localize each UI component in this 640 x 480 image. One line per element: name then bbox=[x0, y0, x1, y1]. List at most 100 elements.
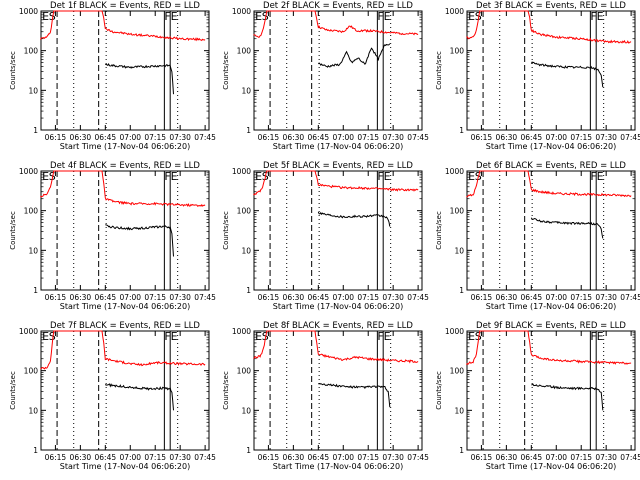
x-tick-label: 06:30 bbox=[496, 453, 518, 462]
y-tick-label: 1000 bbox=[232, 167, 251, 176]
y-tick-label: 1 bbox=[246, 446, 251, 455]
event-marker-label: E bbox=[255, 330, 262, 343]
x-tick-label: 07:00 bbox=[332, 133, 354, 142]
y-tick-label: 100 bbox=[237, 47, 252, 56]
y-axis-label: Counts/sec bbox=[9, 371, 17, 410]
series-events-line bbox=[317, 43, 391, 68]
chart-panel: Det 1f BLACK = Events, RED = LLD 1 10 100 10… bbox=[9, 1, 216, 151]
event-marker-label: E bbox=[255, 170, 262, 183]
x-tick-label: 06:15 bbox=[471, 293, 493, 302]
y-tick-label: 1 bbox=[33, 286, 38, 295]
event-marker-label: FE bbox=[164, 330, 177, 343]
plot-frame bbox=[253, 330, 423, 451]
x-axis-label: Start Time (17-Nov-04 06:06:20) bbox=[273, 142, 403, 151]
y-tick-label: 1 bbox=[33, 446, 38, 455]
x-tick-label: 07:15 bbox=[357, 453, 379, 462]
event-marker-label: E bbox=[42, 330, 49, 343]
y-tick-label: 10 bbox=[28, 406, 38, 415]
x-tick-label: 07:00 bbox=[545, 133, 567, 142]
plot-frame bbox=[40, 170, 210, 291]
x-tick-label: 06:45 bbox=[95, 133, 117, 142]
x-tick-label: 07:45 bbox=[407, 133, 429, 142]
x-tick-label: 07:45 bbox=[620, 453, 640, 462]
chart-title: Det 6f BLACK = Events, RED = LLD bbox=[476, 161, 626, 171]
plot-frame bbox=[253, 10, 423, 131]
series-lld-line bbox=[40, 170, 206, 207]
x-tick-label: 06:45 bbox=[521, 453, 543, 462]
x-tick-label: 06:30 bbox=[70, 453, 92, 462]
y-tick-label: 1 bbox=[246, 126, 251, 135]
x-tick-label: 07:15 bbox=[144, 133, 166, 142]
x-tick-label: 06:45 bbox=[308, 133, 330, 142]
x-tick-label: 06:30 bbox=[283, 293, 305, 302]
x-tick-label: 07:45 bbox=[407, 293, 429, 302]
chart-title: Det 8f BLACK = Events, RED = LLD bbox=[263, 321, 413, 331]
chart-panel: Det 4f BLACK = Events, RED = LLD 1 10 100 10… bbox=[9, 161, 216, 311]
series-lld-line bbox=[253, 330, 419, 364]
x-tick-label: 06:30 bbox=[70, 293, 92, 302]
chart-title: Det 4f BLACK = Events, RED = LLD bbox=[50, 161, 200, 171]
chart-panel: Det 3f BLACK = Events, RED = LLD 1 10 100 10… bbox=[435, 1, 640, 151]
plot-frame bbox=[466, 170, 636, 291]
y-tick-label: 1000 bbox=[445, 327, 464, 336]
chart-title: Det 5f BLACK = Events, RED = LLD bbox=[263, 161, 413, 171]
y-tick-label: 100 bbox=[24, 207, 39, 216]
y-tick-label: 1000 bbox=[232, 327, 251, 336]
plot-frame bbox=[466, 330, 636, 451]
y-axis-label: Counts/sec bbox=[435, 51, 443, 90]
y-tick-label: 100 bbox=[450, 47, 465, 56]
x-axis-label: Start Time (17-Nov-04 06:06:20) bbox=[60, 302, 190, 311]
chart-title: Det 9f BLACK = Events, RED = LLD bbox=[476, 321, 626, 331]
y-tick-label: 1 bbox=[33, 126, 38, 135]
x-tick-label: 06:45 bbox=[521, 133, 543, 142]
event-marker-label: FE bbox=[377, 170, 390, 183]
series-events-line bbox=[317, 211, 391, 227]
chart-panel: Det 7f BLACK = Events, RED = LLD 1 10 100 10… bbox=[9, 321, 216, 471]
x-axis-label: Start Time (17-Nov-04 06:06:20) bbox=[60, 462, 190, 471]
y-axis-label: Counts/sec bbox=[435, 371, 443, 410]
series-events-line bbox=[531, 383, 604, 411]
x-tick-label: 07:15 bbox=[570, 453, 592, 462]
y-tick-label: 1000 bbox=[445, 167, 464, 176]
series-lld-line bbox=[253, 170, 419, 196]
series-lld-line bbox=[466, 170, 632, 198]
x-tick-label: 07:30 bbox=[382, 133, 404, 142]
series-events-line bbox=[105, 224, 174, 257]
x-tick-label: 06:15 bbox=[258, 133, 280, 142]
y-tick-label: 1000 bbox=[19, 327, 38, 336]
x-tick-label: 06:30 bbox=[496, 133, 518, 142]
x-tick-label: 06:45 bbox=[308, 453, 330, 462]
series-events-line bbox=[530, 217, 604, 239]
x-tick-label: 07:15 bbox=[357, 293, 379, 302]
x-tick-label: 07:00 bbox=[545, 453, 567, 462]
y-tick-label: 100 bbox=[237, 367, 252, 376]
x-tick-label: 07:45 bbox=[194, 133, 216, 142]
x-tick-label: 06:45 bbox=[521, 293, 543, 302]
y-axis-label: Counts/sec bbox=[9, 211, 17, 250]
event-marker-label: FE bbox=[164, 10, 177, 23]
x-tick-label: 07:45 bbox=[407, 453, 429, 462]
x-tick-label: 07:45 bbox=[620, 293, 640, 302]
event-marker-label: FE bbox=[164, 170, 177, 183]
y-tick-label: 10 bbox=[454, 86, 464, 95]
x-tick-label: 06:15 bbox=[45, 133, 67, 142]
x-tick-label: 06:15 bbox=[45, 453, 67, 462]
series-events-line bbox=[530, 61, 604, 88]
y-tick-label: 100 bbox=[450, 367, 465, 376]
event-marker-label: E bbox=[468, 170, 475, 183]
x-tick-label: 06:30 bbox=[283, 453, 305, 462]
event-marker-label: S bbox=[262, 10, 269, 23]
x-tick-label: 07:15 bbox=[570, 293, 592, 302]
series-lld-line bbox=[253, 10, 419, 38]
series-lld-line bbox=[39, 10, 206, 42]
series-events-line bbox=[318, 382, 391, 408]
y-tick-label: 1 bbox=[459, 286, 464, 295]
x-tick-label: 06:45 bbox=[308, 293, 330, 302]
event-marker-label: FE bbox=[590, 170, 603, 183]
chart-title: Det 3f BLACK = Events, RED = LLD bbox=[476, 1, 626, 11]
x-tick-label: 07:30 bbox=[595, 293, 617, 302]
event-marker-label: FE bbox=[377, 330, 390, 343]
y-tick-label: 1000 bbox=[19, 167, 38, 176]
x-tick-label: 07:45 bbox=[194, 293, 216, 302]
x-tick-label: 06:15 bbox=[471, 133, 493, 142]
